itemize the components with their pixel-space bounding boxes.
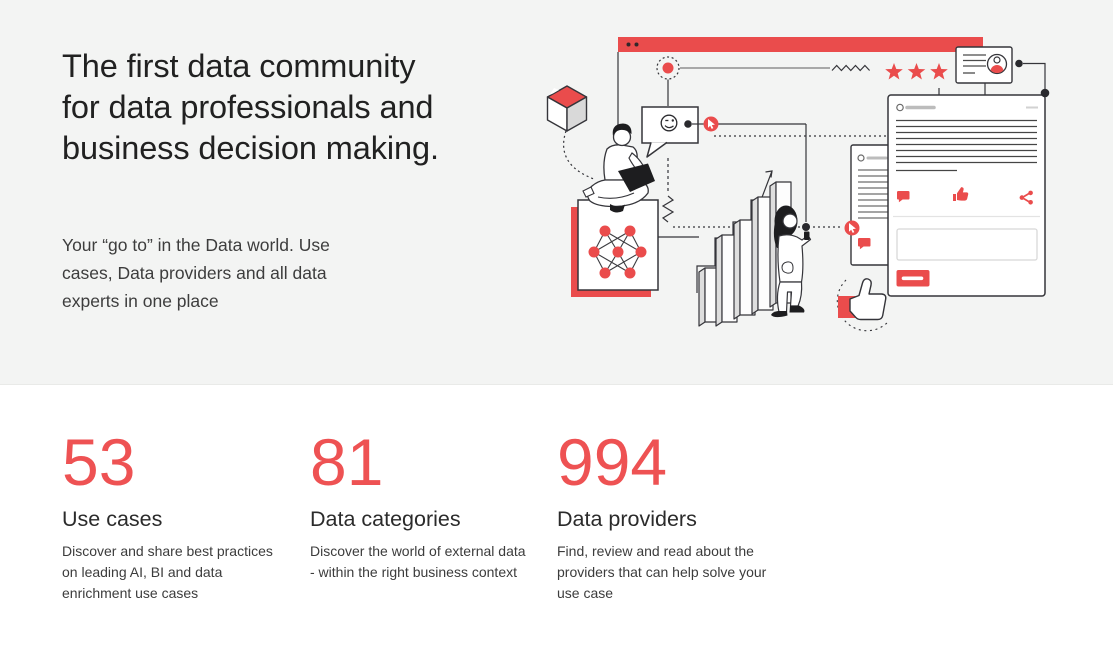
junction-dot <box>802 223 810 231</box>
stat-card-use-cases: 53 Use cases Discover and share best pra… <box>62 427 277 604</box>
stat-card-data-providers: 994 Data providers Find, review and read… <box>557 427 789 604</box>
bar-chart-icon <box>696 170 792 327</box>
thumbs-up-icon <box>953 187 969 201</box>
hero-illustration <box>546 37 1050 332</box>
browser-bar <box>618 37 983 52</box>
neural-network-icon <box>571 199 659 297</box>
comment-input <box>896 228 1038 261</box>
like-icon <box>836 278 889 332</box>
stat-card-data-categories: 81 Data categories Discover the world of… <box>310 427 532 583</box>
rating-stars-icon <box>885 63 948 80</box>
page-title: The first data community for data profes… <box>62 48 439 166</box>
connector-lines <box>1023 62 1046 90</box>
stat-value: 81 <box>310 425 384 499</box>
stat-label: Use cases <box>62 507 163 531</box>
stat-label: Data providers <box>557 507 697 531</box>
junction-dot <box>1015 59 1023 68</box>
person-laptop-figure <box>582 123 655 213</box>
connector-lines <box>563 52 886 238</box>
stat-value: 53 <box>62 425 136 499</box>
stats-section: 53 Use cases Discover and share best pra… <box>0 385 1113 648</box>
junction-dot <box>1040 88 1050 98</box>
review-document-card <box>887 94 1046 297</box>
hero-section: The first data community for data profes… <box>0 0 1113 385</box>
chat-smiley-icon <box>641 106 699 158</box>
hero-subtitle: Your “go to” in the Data world. Use case… <box>62 235 330 311</box>
cube-icon <box>546 85 588 132</box>
stat-description: Discover and share best practices on lea… <box>62 543 273 601</box>
stat-label: Data categories <box>310 507 461 531</box>
junction-dot <box>684 120 692 128</box>
share-icon <box>1019 190 1033 205</box>
cursor-icon <box>844 220 860 236</box>
profile-card-icon <box>955 46 1013 84</box>
person-phone-figure <box>771 205 812 318</box>
stat-value: 994 <box>557 425 668 499</box>
stat-description: Discover the world of external data - wi… <box>310 543 526 580</box>
target-dot-icon <box>656 56 680 80</box>
stat-description: Find, review and read about the provider… <box>557 543 767 601</box>
cursor-icon <box>703 116 719 132</box>
